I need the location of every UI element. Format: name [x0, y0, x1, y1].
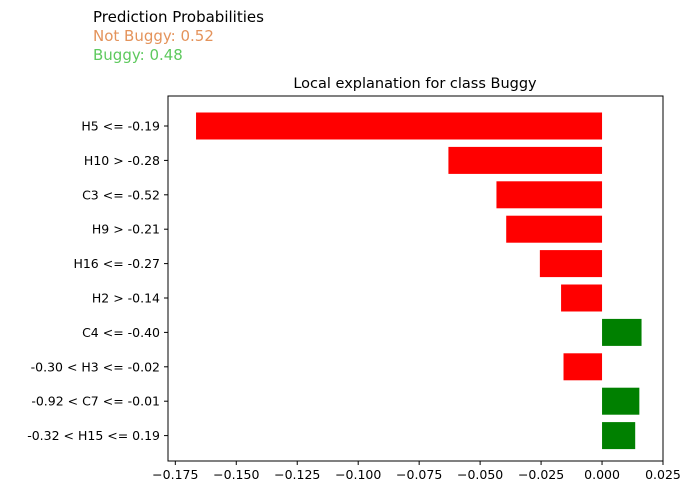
x-ticks-group: −0.175 −0.150 −0.125 −0.100 −0.075 −0.050 −0.0…	[152, 461, 681, 482]
bar-9	[602, 422, 636, 450]
y-tick-label-1: H10 > -0.28	[84, 153, 160, 168]
y-tick-label-2: C3 <= -0.52	[82, 187, 160, 202]
x-tick-label-1: −0.150	[213, 467, 259, 482]
axes-frame	[167, 95, 664, 462]
chart-title: Local explanation for class Buggy	[293, 76, 537, 92]
bar-8	[602, 387, 640, 415]
x-tick-label-6: −0.025	[518, 467, 564, 482]
y-tick-label-3: H9 > -0.21	[92, 222, 160, 237]
y-tick-label-4: H16 <= -0.27	[73, 256, 160, 271]
y-tick-label-0: H5 <= -0.19	[81, 119, 160, 134]
bar-7	[563, 353, 603, 381]
bar-4	[539, 250, 603, 278]
bar-6	[602, 318, 642, 346]
bar-5	[561, 284, 603, 312]
bar-0	[196, 112, 603, 140]
prediction-probabilities: Prediction Probabilities Not Buggy: 0.52…	[93, 8, 264, 65]
prediction-probabilities-title: Prediction Probabilities	[93, 8, 264, 26]
x-tick-label-4: −0.075	[396, 467, 442, 482]
x-tick-label-0: −0.175	[152, 467, 198, 482]
bar-2	[496, 181, 603, 209]
y-tick-label-5: H2 > -0.14	[92, 291, 160, 306]
bars-group	[196, 112, 642, 450]
y-ticks-group: H5 <= -0.19 H10 > -0.28 C3 <= -0.52 H9 > -0…	[27, 119, 168, 443]
x-tick-label-7: 0.000	[584, 467, 620, 482]
y-tick-label-8: -0.92 < C7 <= -0.01	[31, 394, 160, 409]
bar-1	[448, 146, 603, 174]
not-buggy-probability: Not Buggy: 0.52	[93, 27, 214, 45]
y-tick-label-9: -0.32 < H15 <= 0.19	[27, 428, 160, 443]
y-tick-label-7: -0.30 < H3 <= -0.02	[31, 359, 160, 374]
buggy-probability: Buggy: 0.48	[93, 46, 183, 64]
y-tick-label-6: C4 <= -0.40	[82, 325, 160, 340]
x-tick-label-3: −0.100	[335, 467, 381, 482]
x-tick-label-8: 0.025	[645, 467, 681, 482]
x-tick-label-2: −0.125	[274, 467, 320, 482]
bar-3	[506, 215, 603, 243]
x-tick-label-5: −0.050	[457, 467, 503, 482]
